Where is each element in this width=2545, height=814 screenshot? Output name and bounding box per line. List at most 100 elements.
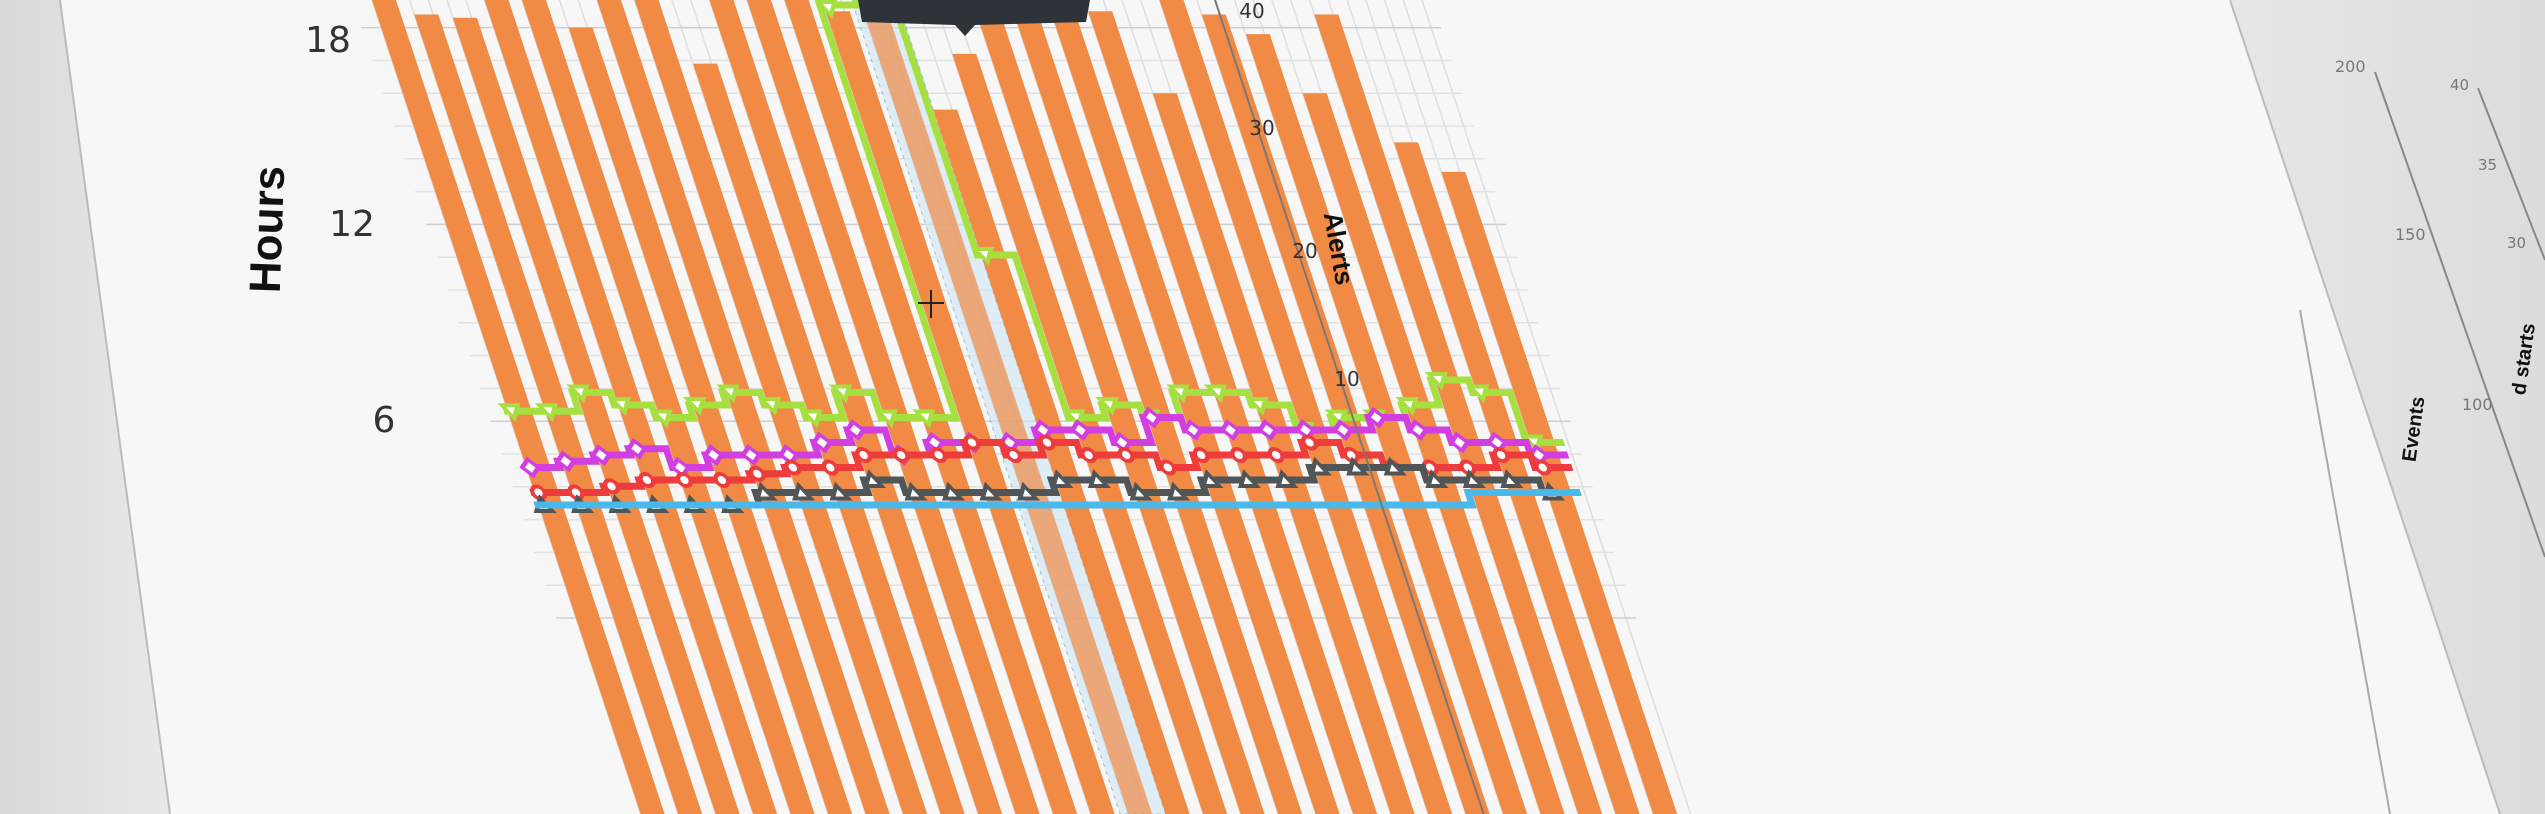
data-point-marker[interactable] (1140, 406, 1163, 429)
data-point-marker[interactable] (828, 384, 853, 404)
data-point-marker[interactable] (1534, 459, 1552, 476)
data-point-marker[interactable] (892, 447, 910, 463)
data-point-marker[interactable] (554, 450, 577, 473)
data-point-marker[interactable] (1182, 419, 1204, 441)
bar[interactable] (1245, 34, 1528, 814)
data-point-marker[interactable] (753, 481, 778, 501)
data-point-marker[interactable] (1245, 397, 1270, 416)
data-point-marker[interactable] (1345, 456, 1370, 476)
data-point-marker[interactable] (1087, 469, 1112, 488)
data-point-marker[interactable] (1016, 481, 1041, 501)
bar[interactable] (1159, 0, 1453, 814)
data-point-marker[interactable] (1219, 419, 1242, 441)
data-point-marker[interactable] (519, 456, 542, 479)
data-point-marker[interactable] (1230, 447, 1248, 463)
data-point-marker[interactable] (978, 481, 1003, 501)
data-point-marker[interactable] (791, 481, 816, 501)
bar[interactable] (452, 17, 740, 814)
data-point-marker[interactable] (1274, 469, 1299, 488)
data-point-marker[interactable] (1166, 481, 1191, 501)
data-point-marker[interactable] (1267, 447, 1285, 463)
data-point-marker[interactable] (1301, 434, 1318, 451)
data-point-marker[interactable] (740, 444, 762, 466)
data-point-marker[interactable] (1069, 419, 1092, 441)
data-point-marker[interactable] (784, 459, 802, 476)
data-point-marker[interactable] (1257, 419, 1279, 441)
data-point-marker[interactable] (607, 397, 632, 416)
data-point-marker[interactable] (912, 409, 936, 429)
data-point-marker[interactable] (1159, 459, 1177, 476)
data-point-marker[interactable] (603, 478, 620, 495)
data-point-marker[interactable] (1499, 469, 1524, 488)
bar[interactable] (952, 53, 1228, 814)
data-point-marker[interactable] (814, 0, 839, 19)
data-point-marker[interactable] (590, 444, 612, 466)
data-point-marker[interactable] (1395, 397, 1420, 416)
data-point-marker[interactable] (1095, 397, 1120, 416)
data-point-marker[interactable] (1382, 456, 1407, 476)
data-point-marker[interactable] (1462, 469, 1487, 488)
data-point-marker[interactable] (903, 481, 928, 501)
data-point-marker[interactable] (497, 403, 522, 423)
data-point-marker[interactable] (1424, 469, 1449, 488)
data-point-marker[interactable] (1192, 447, 1210, 463)
data-point-marker[interactable] (1307, 456, 1332, 476)
data-point-marker[interactable] (713, 472, 731, 488)
data-point-marker[interactable] (1038, 434, 1056, 451)
data-point-marker[interactable] (1466, 384, 1491, 404)
data-point-marker[interactable] (748, 465, 766, 482)
bar[interactable] (568, 27, 853, 814)
data-point-marker[interactable] (625, 437, 648, 460)
data-point-marker[interactable] (1199, 469, 1224, 488)
data-point-marker[interactable] (963, 434, 981, 451)
data-point-marker[interactable] (1005, 447, 1023, 463)
data-point-marker[interactable] (1492, 447, 1510, 463)
data-point-marker[interactable] (844, 419, 867, 441)
bar[interactable] (825, 11, 1115, 814)
data-point-marker[interactable] (757, 397, 782, 416)
data-point-marker[interactable] (828, 481, 853, 501)
data-point-marker[interactable] (675, 472, 693, 488)
bar[interactable] (933, 109, 1190, 814)
data-point-marker[interactable] (638, 472, 656, 488)
bar[interactable] (747, 0, 1040, 814)
data-point-marker[interactable] (682, 397, 707, 416)
data-point-marker[interactable] (874, 409, 899, 429)
data-point-marker[interactable] (1166, 384, 1191, 404)
data-point-marker[interactable] (1332, 419, 1354, 441)
data-point-marker[interactable] (1203, 384, 1228, 404)
data-point-marker[interactable] (941, 481, 966, 501)
data-point-marker[interactable] (566, 384, 591, 404)
data-point-marker[interactable] (1424, 372, 1449, 391)
bar[interactable] (597, 0, 890, 814)
bar[interactable] (861, 4, 1153, 814)
y2-tick-label: 20 (1292, 239, 1317, 263)
bar[interactable] (522, 0, 815, 814)
data-point-marker[interactable] (1117, 447, 1135, 463)
data-point-marker[interactable] (821, 459, 839, 476)
data-point-marker[interactable] (970, 247, 995, 266)
bar[interactable] (1302, 93, 1565, 814)
data-point-marker[interactable] (862, 469, 887, 488)
data-point-marker[interactable] (811, 431, 833, 454)
bar[interactable] (1047, 0, 1340, 814)
data-point-marker[interactable] (716, 384, 741, 404)
data-point-marker[interactable] (855, 447, 873, 463)
data-point-marker[interactable] (649, 409, 674, 429)
data-point-marker[interactable] (1365, 406, 1388, 429)
data-point-marker[interactable] (702, 444, 725, 466)
bar[interactable] (1314, 14, 1603, 814)
bar[interactable] (693, 63, 965, 814)
data-point-marker[interactable] (799, 409, 824, 429)
data-point-marker[interactable] (930, 447, 948, 463)
data-point-marker[interactable] (1080, 447, 1098, 463)
data-point-marker[interactable] (1407, 419, 1429, 441)
data-point-marker[interactable] (1049, 469, 1074, 488)
bar[interactable] (1088, 11, 1378, 814)
bar[interactable] (709, 0, 1003, 814)
bar[interactable] (784, 0, 1078, 814)
data-point-marker[interactable] (1237, 469, 1262, 488)
data-point-marker[interactable] (1448, 431, 1471, 454)
data-point-marker[interactable] (1128, 481, 1153, 501)
data-point-marker[interactable] (534, 403, 559, 423)
